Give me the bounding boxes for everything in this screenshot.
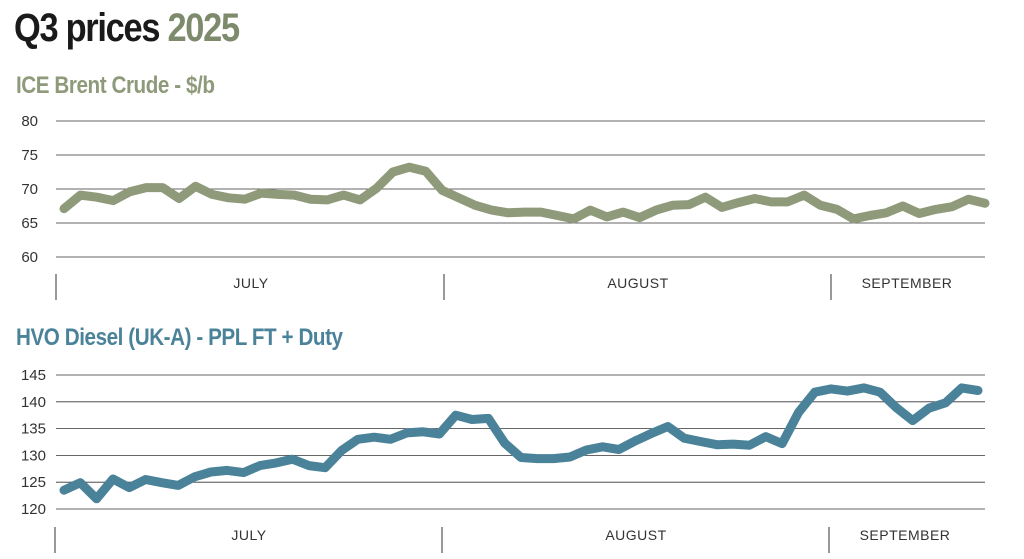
brent-y-tick-label: 65 [21, 215, 38, 232]
brent-y-tick-label: 70 [21, 181, 38, 198]
hvo-y-tick-label: 140 [21, 394, 46, 411]
brent-crude-chart: 80 75 70 65 60 JULY AUGUST SEPTEMBER [21, 113, 990, 300]
hvo-month-label: AUGUST [605, 527, 666, 543]
page-title: Q3 prices 2025 [14, 4, 240, 52]
brent-y-tick-label: 60 [21, 249, 38, 266]
hvo-y-tick-label: 120 [21, 501, 46, 518]
hvo-y-tick-label: 125 [21, 474, 46, 491]
hvo-y-tick-label: 145 [21, 367, 46, 384]
hvo-series-line [59, 383, 983, 504]
brent-series-line [59, 162, 990, 224]
brent-month-label: AUGUST [607, 275, 668, 291]
brent-month-label: SEPTEMBER [862, 275, 953, 291]
brent-month-label: JULY [233, 275, 268, 291]
hvo-y-tick-label: 135 [21, 421, 46, 438]
brent-y-tick-label: 80 [21, 113, 38, 130]
hvo-month-label: SEPTEMBER [860, 527, 951, 543]
brent-chart-title: ICE Brent Crude - $/b [16, 72, 215, 99]
hvo-chart-title: HVO Diesel (UK-A) - PPL FT + Duty [16, 324, 343, 351]
brent-y-tick-label: 75 [21, 147, 38, 164]
page-title-year: 2025 [167, 6, 240, 50]
hvo-y-tick-label: 130 [21, 447, 46, 464]
hvo-month-label: JULY [231, 527, 266, 543]
page-title-main: Q3 prices [14, 6, 160, 50]
